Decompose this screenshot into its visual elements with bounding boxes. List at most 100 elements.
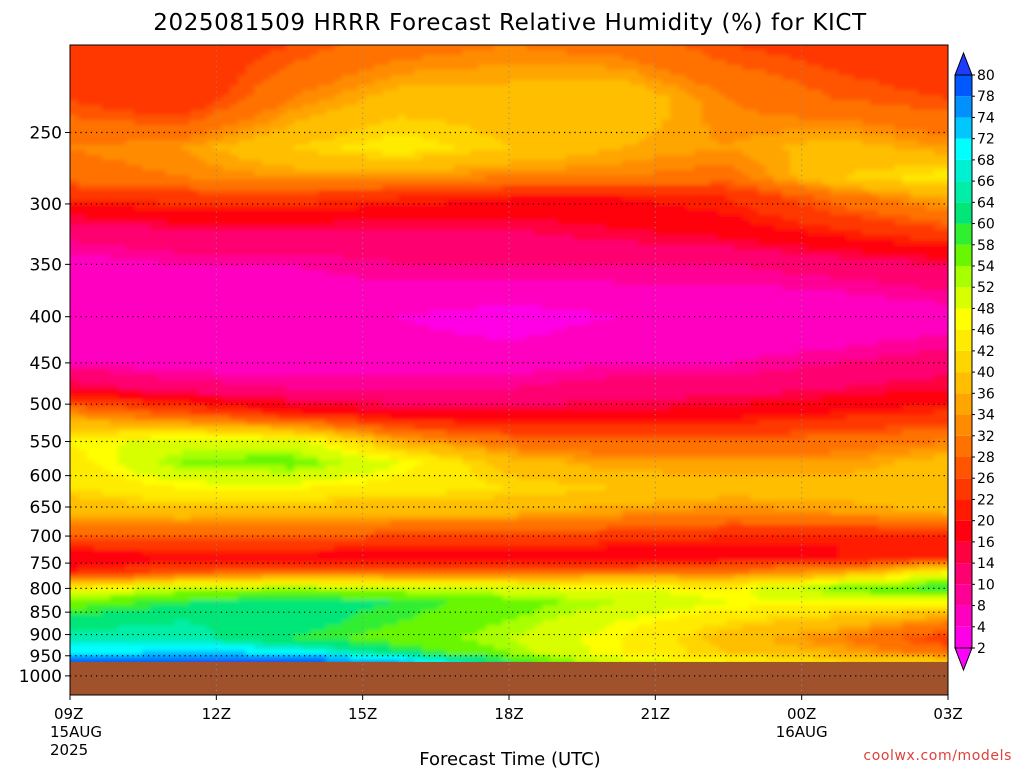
rh-cell bbox=[510, 75, 519, 81]
rh-cell bbox=[446, 145, 455, 151]
rh-cell bbox=[862, 75, 871, 81]
rh-cell bbox=[110, 130, 119, 136]
rh-cell bbox=[198, 230, 207, 236]
rh-cell bbox=[494, 240, 503, 246]
rh-cell bbox=[926, 50, 935, 56]
rh-cell bbox=[934, 125, 943, 131]
rh-cell bbox=[118, 75, 127, 81]
rh-cell bbox=[342, 245, 351, 251]
rh-cell bbox=[134, 240, 143, 246]
rh-cell bbox=[334, 215, 343, 221]
rh-cell bbox=[918, 220, 927, 226]
rh-cell bbox=[566, 205, 575, 211]
rh-cell bbox=[262, 100, 271, 106]
rh-cell bbox=[686, 210, 695, 216]
rh-cell bbox=[110, 175, 119, 181]
rh-cell bbox=[886, 120, 895, 126]
rh-cell bbox=[470, 135, 479, 141]
rh-cell bbox=[422, 50, 431, 56]
rh-cell bbox=[694, 205, 703, 211]
rh-cell bbox=[590, 125, 599, 131]
rh-cell bbox=[614, 150, 623, 156]
rh-cell bbox=[942, 175, 948, 181]
rh-cell bbox=[134, 185, 143, 191]
rh-cell bbox=[918, 145, 927, 151]
rh-cell bbox=[478, 140, 487, 146]
rh-cell bbox=[142, 140, 151, 146]
rh-cell bbox=[158, 175, 167, 181]
rh-cell bbox=[222, 100, 231, 106]
rh-cell bbox=[494, 140, 503, 146]
rh-cell bbox=[150, 95, 159, 101]
rh-cell bbox=[190, 75, 199, 81]
rh-cell bbox=[534, 150, 543, 156]
rh-cell bbox=[918, 230, 927, 236]
rh-cell bbox=[414, 175, 423, 181]
rh-cell bbox=[78, 110, 87, 116]
rh-cell bbox=[486, 245, 495, 251]
rh-cell bbox=[670, 60, 679, 66]
rh-cell bbox=[238, 45, 247, 51]
rh-cell bbox=[294, 125, 303, 131]
rh-cell bbox=[150, 210, 159, 216]
rh-cell bbox=[630, 195, 639, 201]
rh-cell bbox=[854, 205, 863, 211]
rh-cell bbox=[318, 60, 327, 66]
rh-cell bbox=[78, 250, 87, 256]
rh-cell bbox=[830, 255, 839, 261]
rh-cell bbox=[942, 100, 948, 106]
rh-cell bbox=[374, 160, 383, 166]
rh-cell bbox=[534, 190, 543, 196]
rh-cell bbox=[894, 150, 903, 156]
rh-cell bbox=[374, 235, 383, 241]
rh-cell bbox=[646, 105, 655, 111]
rh-cell bbox=[374, 80, 383, 86]
rh-cell bbox=[454, 245, 463, 251]
rh-cell bbox=[686, 60, 695, 66]
rh-cell bbox=[774, 185, 783, 191]
rh-cell bbox=[766, 230, 775, 236]
rh-cell bbox=[734, 170, 743, 176]
rh-cell bbox=[78, 260, 87, 266]
rh-cell bbox=[750, 200, 759, 206]
rh-cell bbox=[214, 45, 223, 51]
rh-cell bbox=[198, 125, 207, 131]
rh-cell bbox=[302, 45, 311, 51]
rh-cell bbox=[222, 185, 231, 191]
rh-cell bbox=[582, 240, 591, 246]
rh-cell bbox=[350, 125, 359, 131]
rh-cell bbox=[374, 175, 383, 181]
rh-cell bbox=[582, 220, 591, 226]
rh-cell bbox=[326, 85, 335, 91]
rh-cell bbox=[430, 80, 439, 86]
rh-cell bbox=[70, 95, 71, 101]
rh-cell bbox=[142, 80, 151, 86]
rh-cell bbox=[342, 85, 351, 91]
rh-cell bbox=[430, 165, 439, 171]
rh-cell bbox=[918, 60, 927, 66]
rh-cell bbox=[686, 45, 695, 51]
rh-cell bbox=[302, 140, 311, 146]
rh-cell bbox=[230, 105, 239, 111]
rh-cell bbox=[326, 245, 335, 251]
rh-cell bbox=[118, 185, 127, 191]
rh-cell bbox=[718, 130, 727, 136]
rh-cell bbox=[726, 130, 735, 136]
rh-cell bbox=[166, 190, 175, 196]
rh-cell bbox=[70, 145, 71, 151]
rh-cell bbox=[774, 230, 783, 236]
rh-cell bbox=[222, 235, 231, 241]
rh-cell bbox=[478, 165, 487, 171]
rh-cell bbox=[390, 195, 399, 201]
rh-cell bbox=[294, 180, 303, 186]
rh-cell bbox=[86, 115, 95, 121]
rh-cell bbox=[422, 195, 431, 201]
rh-cell bbox=[742, 245, 751, 251]
rh-cell bbox=[398, 180, 407, 186]
rh-cell bbox=[110, 195, 119, 201]
rh-cell bbox=[350, 215, 359, 221]
rh-cell bbox=[910, 235, 919, 241]
rh-cell bbox=[742, 115, 751, 121]
rh-cell bbox=[670, 250, 679, 256]
rh-cell bbox=[158, 125, 167, 131]
